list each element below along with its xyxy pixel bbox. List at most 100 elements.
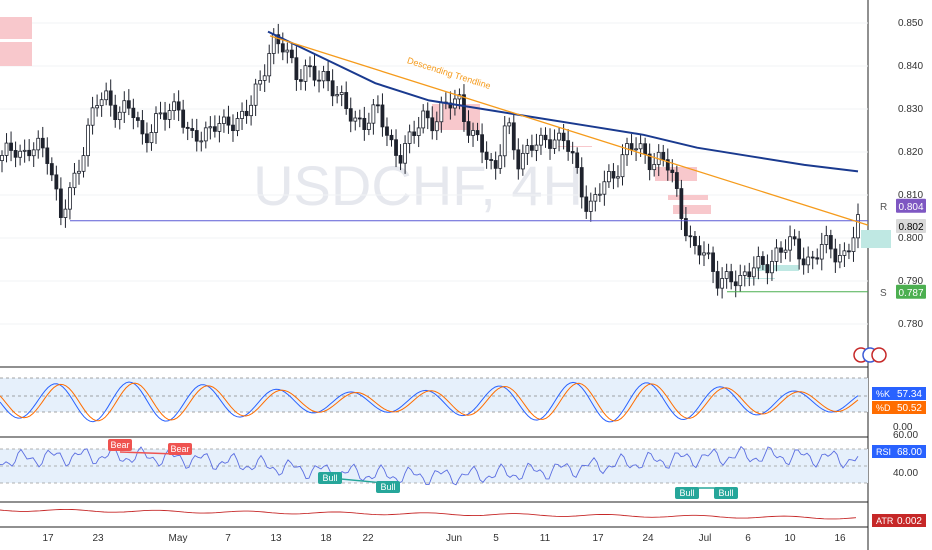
candle-body [122, 100, 127, 113]
candle-body [539, 134, 543, 146]
candle-body [629, 143, 634, 150]
stoch-band [0, 378, 868, 412]
candle-body [380, 104, 385, 128]
candle-body [430, 117, 435, 132]
atr-line [0, 508, 857, 520]
price-axis-tick: 0.840 [898, 61, 923, 72]
candle-body [706, 252, 711, 255]
rsi-signal-label: Bull [679, 488, 694, 498]
zone-box [668, 195, 708, 200]
candle-body [765, 264, 770, 274]
candle-body [299, 79, 303, 82]
candle-body [176, 101, 181, 111]
zone-box [745, 278, 775, 279]
candle-body [22, 149, 27, 152]
resistance-price-tag [896, 198, 926, 213]
candle-body [63, 208, 68, 218]
flags-icon[interactable] [853, 347, 887, 363]
candle-body [620, 154, 625, 178]
candle-body [543, 134, 548, 141]
candle-body [407, 131, 412, 144]
candle-body [652, 164, 657, 171]
candle-body [398, 155, 403, 164]
zone-box [673, 205, 711, 214]
candle-body [552, 139, 557, 149]
rsi-signal-label: Bull [718, 488, 733, 498]
candle-body [471, 130, 475, 136]
candle-body [783, 249, 788, 253]
rsi-legend-label: RSI [876, 447, 891, 457]
time-axis-label: May [169, 533, 188, 544]
candle-body [294, 57, 299, 81]
time-axis-label: Jul [699, 533, 712, 544]
candle-body [434, 121, 439, 132]
candle-body [27, 149, 32, 157]
candle-body [203, 127, 208, 142]
candle-body [86, 124, 90, 157]
candle-body [561, 132, 566, 142]
candle-body [45, 147, 50, 164]
candle-body [462, 94, 466, 122]
candle-body [249, 104, 254, 117]
candle-body [376, 104, 380, 107]
rsi-signal-bull: Bull [714, 487, 738, 499]
rsi-signal-bull: Bull [675, 487, 699, 499]
candle-body [819, 244, 824, 260]
candle-body [439, 101, 444, 123]
candle-body [108, 90, 113, 106]
candle-body [593, 194, 598, 202]
time-axis-label: 18 [320, 533, 332, 544]
candle-body [828, 235, 833, 250]
candle-body [797, 238, 802, 260]
candle-body [4, 142, 9, 156]
candle-body [502, 125, 507, 157]
time-axis-label: 13 [270, 533, 282, 544]
rsi-signal-label: Bear [110, 440, 129, 450]
candle-body [597, 193, 602, 196]
rsi-signal-box [675, 487, 699, 499]
candle-body [530, 145, 534, 151]
zone-box [0, 42, 32, 66]
time-axis-label: 7 [225, 533, 231, 544]
candle-body [412, 131, 417, 136]
candle-body [335, 94, 340, 97]
candle-body [792, 236, 797, 240]
candle-body [760, 256, 765, 265]
candle-body [602, 181, 607, 195]
candle-body [634, 148, 638, 151]
candle-body [13, 150, 18, 158]
candle-body [135, 117, 140, 121]
candle-body [516, 149, 521, 170]
candle-body [774, 247, 779, 262]
candle-body [693, 236, 697, 247]
candle-body [611, 171, 616, 179]
support-price-tag-letter: S [880, 288, 887, 299]
support-price-tag [896, 284, 926, 299]
time-axis-label: 10 [784, 533, 796, 544]
candle-body [258, 80, 263, 85]
candle-body [348, 108, 353, 122]
candle-body [815, 257, 820, 260]
candle-body [235, 118, 240, 132]
candle-body [688, 235, 693, 238]
atr-legend-box [872, 514, 926, 527]
rsi-signal-bear: Bear [108, 439, 132, 451]
candle-body [742, 271, 747, 276]
candle-body [493, 160, 498, 169]
candle-body [484, 151, 489, 160]
candle-body [18, 150, 23, 158]
candle-body [851, 237, 856, 252]
candle-body [49, 163, 54, 176]
candle-body [570, 151, 575, 154]
candle-body [312, 65, 317, 81]
candle-body [389, 134, 394, 141]
candle-body [131, 107, 136, 119]
candle-body [330, 80, 335, 97]
zone-box [861, 230, 891, 248]
candle-body [421, 110, 426, 129]
candle-body [425, 110, 430, 119]
candle-body [244, 110, 249, 117]
candle-body [751, 267, 756, 278]
candle-body [208, 126, 213, 129]
candle-body [801, 258, 806, 266]
